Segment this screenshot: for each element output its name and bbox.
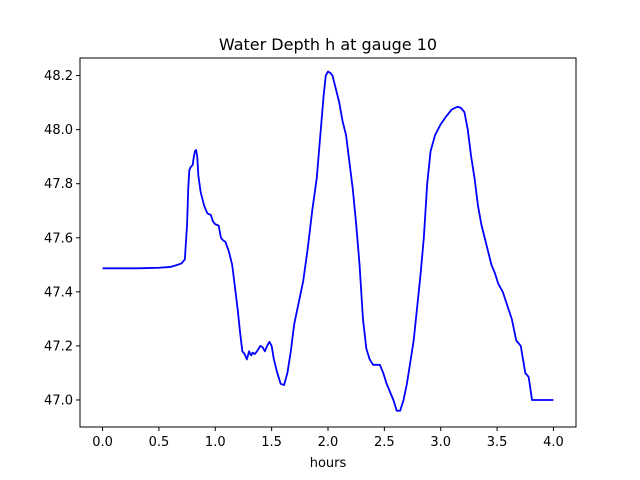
x-tick-label: 3.5 (487, 435, 508, 450)
series-line-0 (103, 72, 554, 411)
y-tick-label: 47.0 (44, 393, 73, 408)
x-tick-label: 3.0 (430, 435, 451, 450)
x-axis: 0.0 0.5 1.0 1.5 2.0 2.5 3.0 3.5 4.0 (92, 427, 564, 450)
y-axis: 47.0 47.2 47.4 47.6 47.8 48.0 48.2 (44, 69, 80, 408)
x-tick-label: 0.5 (149, 435, 170, 450)
y-tick-label: 48.0 (44, 123, 73, 138)
plot-area (103, 72, 554, 411)
x-tick-label: 2.5 (374, 435, 395, 450)
plot-frame (80, 58, 576, 427)
y-tick-label: 47.8 (44, 177, 73, 192)
x-tick-label: 4.0 (543, 435, 564, 450)
y-tick-label: 48.2 (44, 69, 73, 84)
y-tick-label: 47.2 (44, 339, 73, 354)
x-tick-label: 1.5 (261, 435, 282, 450)
chart-title: Water Depth h at gauge 10 (219, 35, 437, 54)
x-tick-label: 1.0 (205, 435, 226, 450)
y-tick-label: 47.6 (44, 231, 73, 246)
x-axis-label: hours (310, 456, 347, 471)
x-tick-label: 2.0 (318, 435, 339, 450)
y-tick-label: 47.4 (44, 285, 73, 300)
x-tick-label: 0.0 (92, 435, 113, 450)
